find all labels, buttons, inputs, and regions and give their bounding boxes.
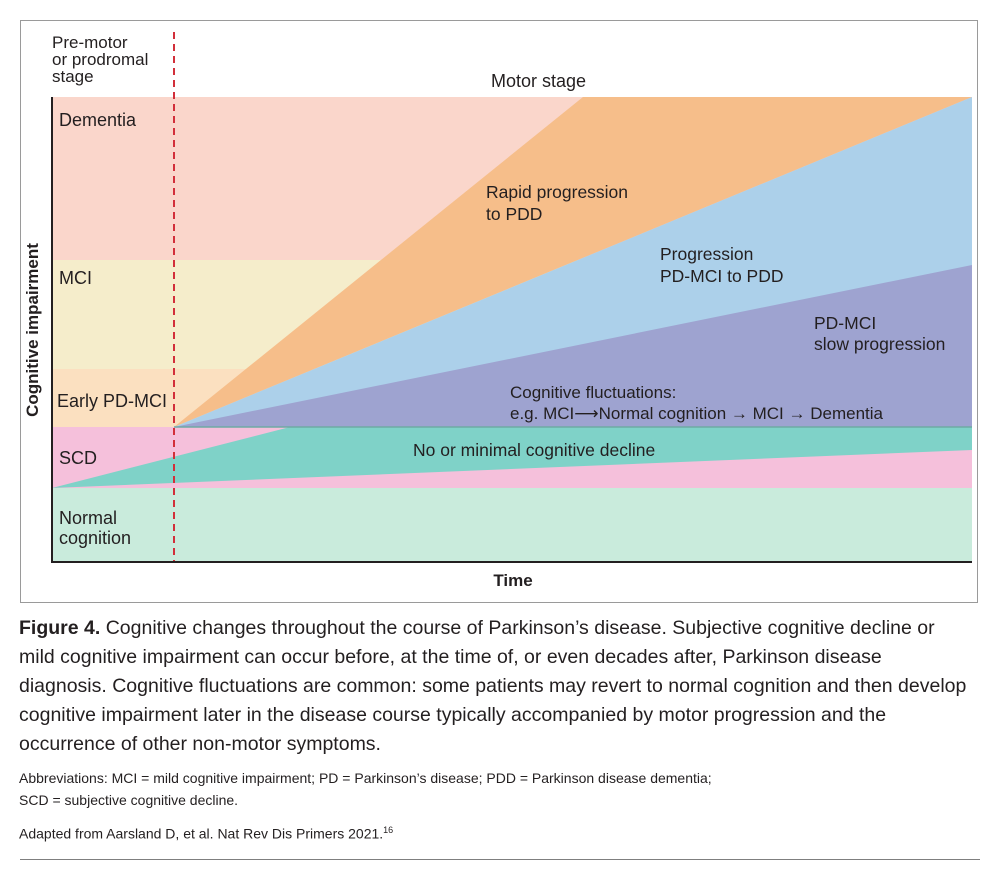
motor-stage-label: Motor stage — [491, 71, 586, 91]
source-text: Adapted from Aarsland D, et al. Nat Rev … — [19, 825, 384, 842]
x-axis-label: Time — [493, 571, 532, 590]
scd-label: SCD — [59, 448, 97, 468]
premotor-stage-label: Pre-motor or prodromal stage — [52, 33, 153, 86]
y-axis-label: Cognitive impairment — [23, 243, 42, 417]
source-reference: 16 — [383, 825, 394, 835]
abbreviations-line: SCD = subjective cognitive decline. — [19, 792, 239, 808]
progression-label: Progression PD-MCI to PDD — [660, 244, 783, 286]
normal-cognition-band — [52, 488, 972, 561]
normal-cognition-label: Normal cognition — [59, 508, 131, 548]
slow-progression-label: PD-MCI slow progression — [814, 313, 945, 354]
figure-frame — [20, 20, 978, 603]
bottom-divider — [20, 859, 980, 860]
fluctuations-label: Cognitive fluctuations: e.g. MCI⟶Normal … — [510, 383, 884, 423]
rapid-progression-label: Rapid progression to PDD — [486, 182, 633, 224]
cognitive-trajectory-diagram: Pre-motor or prodromal stage Motor stage… — [23, 32, 972, 590]
minimal-decline-wedge — [52, 427, 972, 488]
mci-label: MCI — [59, 268, 92, 288]
caption-figure-label: Figure 4. — [19, 617, 101, 639]
dementia-label: Dementia — [59, 110, 137, 130]
slow-progression-wedge — [174, 265, 972, 427]
caption-text: Cognitive changes throughout the course … — [19, 617, 967, 755]
early-pd-mci-label: Early PD-MCI — [57, 391, 167, 411]
source-citation: Adapted from Aarsland D, et al. Nat Rev … — [19, 819, 969, 845]
abbreviations: Abbreviations: MCI = mild cognitive impa… — [19, 767, 969, 811]
no-decline-label: No or minimal cognitive decline — [413, 440, 655, 460]
abbreviations-line: Abbreviations: MCI = mild cognitive impa… — [19, 770, 712, 786]
figure-caption: Figure 4. Cognitive changes throughout t… — [19, 614, 969, 759]
